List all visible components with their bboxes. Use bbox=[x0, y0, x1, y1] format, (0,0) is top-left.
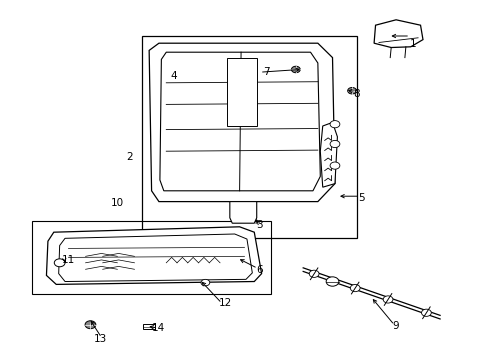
Circle shape bbox=[349, 284, 359, 292]
Circle shape bbox=[85, 321, 96, 329]
Circle shape bbox=[291, 66, 300, 73]
Text: 3: 3 bbox=[255, 220, 262, 230]
FancyBboxPatch shape bbox=[143, 324, 155, 329]
Circle shape bbox=[329, 121, 339, 128]
Text: 4: 4 bbox=[170, 71, 177, 81]
Circle shape bbox=[329, 140, 339, 148]
Text: 1: 1 bbox=[409, 39, 416, 49]
Circle shape bbox=[383, 296, 392, 303]
Text: 14: 14 bbox=[152, 323, 165, 333]
Polygon shape bbox=[373, 20, 422, 48]
Text: 12: 12 bbox=[218, 298, 231, 308]
Circle shape bbox=[421, 309, 430, 316]
Circle shape bbox=[308, 270, 318, 278]
Circle shape bbox=[325, 277, 338, 286]
Polygon shape bbox=[142, 36, 356, 238]
Text: 13: 13 bbox=[93, 334, 107, 344]
Circle shape bbox=[201, 279, 209, 286]
Polygon shape bbox=[59, 234, 252, 282]
Text: 11: 11 bbox=[61, 255, 75, 265]
Circle shape bbox=[54, 259, 65, 267]
Polygon shape bbox=[229, 202, 256, 223]
Polygon shape bbox=[46, 227, 261, 284]
Text: 10: 10 bbox=[111, 198, 123, 208]
Polygon shape bbox=[320, 122, 337, 187]
Text: 5: 5 bbox=[358, 193, 365, 203]
Text: 8: 8 bbox=[353, 89, 360, 99]
Text: 7: 7 bbox=[263, 67, 269, 77]
Polygon shape bbox=[160, 52, 320, 191]
Circle shape bbox=[329, 162, 339, 169]
Circle shape bbox=[347, 87, 356, 94]
Polygon shape bbox=[149, 43, 334, 202]
Text: 9: 9 bbox=[392, 321, 399, 331]
Polygon shape bbox=[227, 58, 256, 126]
Text: 2: 2 bbox=[126, 152, 133, 162]
Text: 6: 6 bbox=[255, 265, 262, 275]
